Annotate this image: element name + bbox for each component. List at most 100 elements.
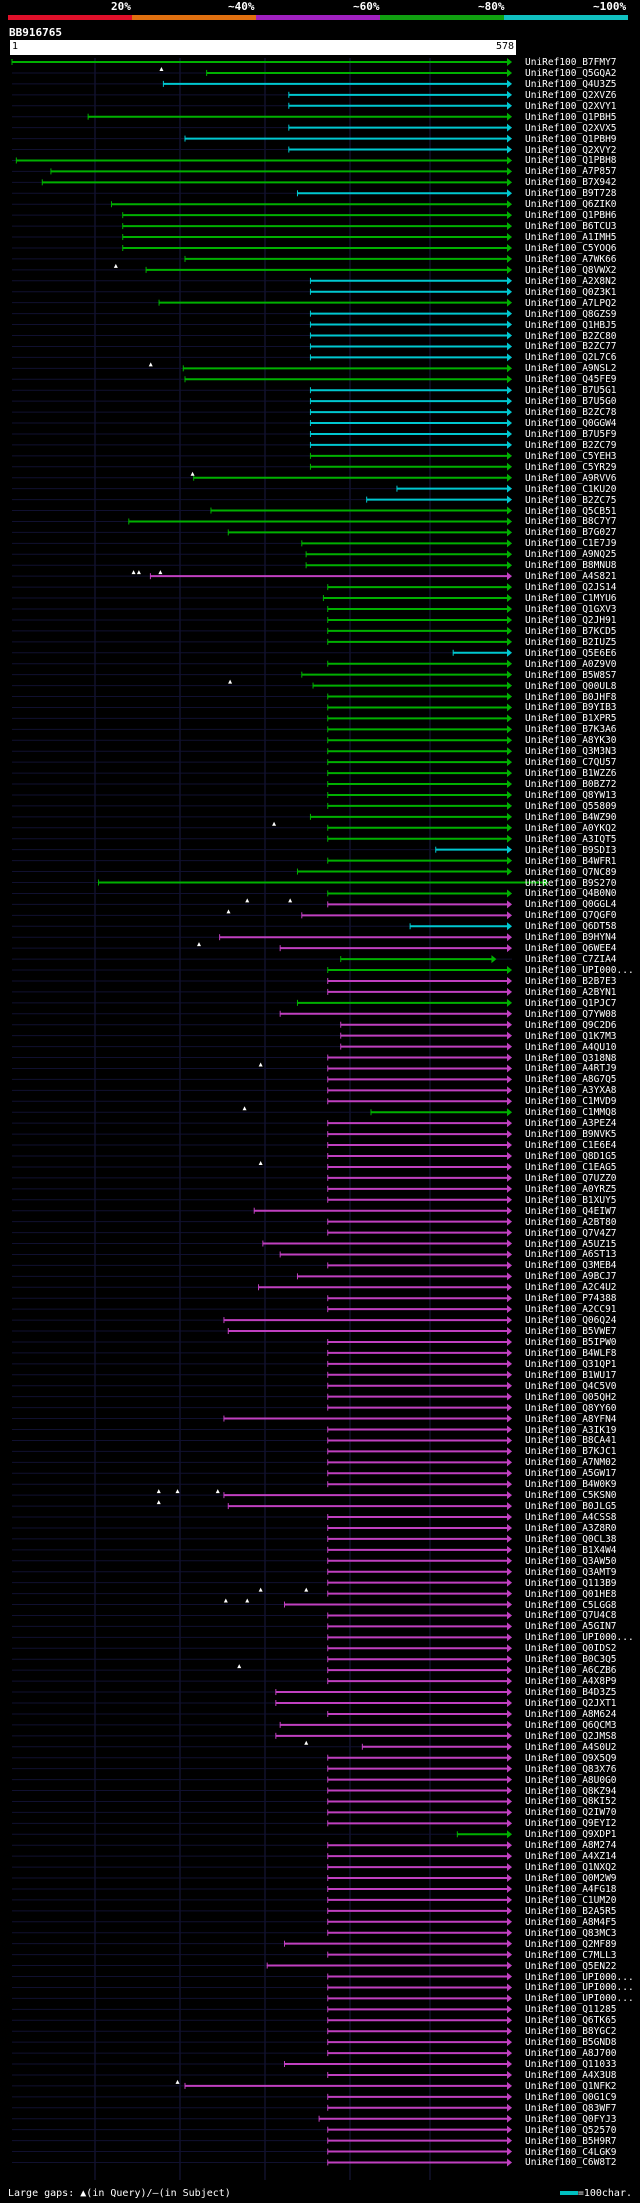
hit-label[interactable]: UniRef100_A5UZ15 xyxy=(525,1238,617,1250)
hit-label[interactable]: UniRef100_Q9C2D6 xyxy=(525,1019,617,1031)
hit-label[interactable]: UniRef100_C5YEH3 xyxy=(525,450,617,462)
hit-label[interactable]: UniRef100_A8G7Q5 xyxy=(525,1074,617,1086)
hit-label[interactable]: UniRef100_B7X942 xyxy=(525,177,617,189)
hit-label[interactable]: UniRef100_Q55809 xyxy=(525,800,617,812)
hit-label[interactable]: UniRef100_C7QU57 xyxy=(525,757,617,769)
hit-label[interactable]: UniRef100_B7U5G0 xyxy=(525,396,617,408)
hit-label[interactable]: UniRef100_C1MYU6 xyxy=(525,593,617,605)
hit-label[interactable]: UniRef100_A1IMH5 xyxy=(525,232,617,244)
hit-label[interactable]: UniRef100_Q8YW13 xyxy=(525,789,617,801)
hit-label[interactable]: UniRef100_Q45FE9 xyxy=(525,374,617,386)
hit-label[interactable]: UniRef100_B2B7E3 xyxy=(525,975,617,987)
hit-label[interactable]: UniRef100_Q2XVY1 xyxy=(525,100,617,112)
hit-label[interactable]: UniRef100_Q1PBH8 xyxy=(525,155,617,167)
hit-label[interactable]: UniRef100_B2ZC75 xyxy=(525,494,617,506)
hit-label[interactable]: UniRef100_A4RTJ9 xyxy=(525,1063,617,1075)
hit-label[interactable]: UniRef100_C4LGK9 xyxy=(525,2146,617,2158)
hit-label[interactable]: UniRef100_A9NQ25 xyxy=(525,549,617,561)
hit-label[interactable]: UniRef100_B7G027 xyxy=(525,527,617,539)
hit-label[interactable]: UniRef100_Q6WEE4 xyxy=(525,943,617,955)
hit-label[interactable]: UniRef100_Q6TK65 xyxy=(525,2015,617,2027)
hit-label[interactable]: UniRef100_A9RVV6 xyxy=(525,472,617,484)
hit-label[interactable]: UniRef100_B8YGC2 xyxy=(525,2026,617,2038)
hit-label[interactable]: UniRef100_B2ZC80 xyxy=(525,330,617,342)
hit-label[interactable]: UniRef100_B2IUZ5 xyxy=(525,636,617,648)
hit-label[interactable]: UniRef100_Q1HBJ5 xyxy=(525,319,617,331)
hit-label[interactable]: UniRef100_A3Z8R0 xyxy=(525,1522,617,1534)
hit-label[interactable]: UniRef100_Q1PBH5 xyxy=(525,111,617,123)
hit-label[interactable]: UniRef100_Q2XVZ6 xyxy=(525,89,617,101)
hit-label[interactable]: UniRef100_A7P857 xyxy=(525,166,617,178)
hit-label[interactable]: UniRef100_Q7NC89 xyxy=(525,866,617,878)
hit-label[interactable]: UniRef100_B9S270 xyxy=(525,877,617,889)
hit-label[interactable]: UniRef100_B8CA41 xyxy=(525,1435,617,1447)
hit-label[interactable]: UniRef100_B7K3A6 xyxy=(525,724,617,736)
hit-label[interactable]: UniRef100_Q5GQA2 xyxy=(525,67,617,79)
hit-label[interactable]: UniRef100_A6CZB6 xyxy=(525,1665,617,1677)
hit-label[interactable]: UniRef100_B5H9R7 xyxy=(525,2135,617,2147)
hit-label[interactable]: UniRef100_Q9X5Q9 xyxy=(525,1752,617,1764)
hit-label[interactable]: UniRef100_Q7U4C8 xyxy=(525,1610,617,1622)
hit-label[interactable]: UniRef100_A2X8N2 xyxy=(525,275,617,287)
hit-label[interactable]: UniRef100_Q2JH91 xyxy=(525,614,617,626)
hit-label[interactable]: UniRef100_Q3MEB4 xyxy=(525,1260,617,1272)
hit-label[interactable]: UniRef100_Q6DT58 xyxy=(525,921,617,933)
hit-label[interactable]: UniRef100_A8YK30 xyxy=(525,735,617,747)
hit-label[interactable]: UniRef100_A4FG18 xyxy=(525,1883,617,1895)
hit-label[interactable]: UniRef100_Q31QP1 xyxy=(525,1358,617,1370)
hit-label[interactable]: UniRef100_B8C7Y7 xyxy=(525,516,617,528)
hit-label[interactable]: UniRef100_B4W0K9 xyxy=(525,1479,617,1491)
hit-label[interactable]: UniRef100_Q8VWX2 xyxy=(525,264,617,276)
hit-label[interactable]: UniRef100_Q7QGF0 xyxy=(525,910,617,922)
hit-label[interactable]: UniRef100_B4WZ90 xyxy=(525,811,617,823)
hit-label[interactable]: UniRef100_B2ZC78 xyxy=(525,407,617,419)
hit-label[interactable]: UniRef100_A8U0G0 xyxy=(525,1774,617,1786)
hit-label[interactable]: UniRef100_B0BZ72 xyxy=(525,779,617,791)
hit-label[interactable]: UniRef100_B9YIB3 xyxy=(525,702,617,714)
hit-label[interactable]: UniRef100_Q52570 xyxy=(525,2124,617,2136)
hit-label[interactable]: UniRef100_A8YFN4 xyxy=(525,1413,617,1425)
hit-label[interactable]: UniRef100_Q8KZ94 xyxy=(525,1785,617,1797)
hit-label[interactable]: UniRef100_A4S821 xyxy=(525,571,617,583)
hit-label[interactable]: UniRef100_Q2JMS8 xyxy=(525,1730,617,1742)
hit-label[interactable]: UniRef100_B5GND8 xyxy=(525,2037,617,2049)
hit-label[interactable]: UniRef100_C5YOQ6 xyxy=(525,242,617,254)
hit-label[interactable]: UniRef100_B1XPR5 xyxy=(525,713,617,725)
hit-label[interactable]: UniRef100_A0YRZ5 xyxy=(525,1183,617,1195)
hit-label[interactable]: UniRef100_A4CSS8 xyxy=(525,1512,617,1524)
hit-label[interactable]: UniRef100_A9NSL2 xyxy=(525,363,617,375)
hit-label[interactable]: UniRef100_C5KSN0 xyxy=(525,1490,617,1502)
hit-label[interactable]: UniRef100_C1UM20 xyxy=(525,1894,617,1906)
hit-label[interactable]: UniRef100_A7WK66 xyxy=(525,253,617,265)
hit-label[interactable]: UniRef100_Q4C5V0 xyxy=(525,1380,617,1392)
hit-label[interactable]: UniRef100_A2CC91 xyxy=(525,1304,617,1316)
hit-label[interactable]: UniRef100_A7LPQ2 xyxy=(525,297,617,309)
hit-label[interactable]: UniRef100_Q1PBH6 xyxy=(525,210,617,222)
hit-label[interactable]: UniRef100_C7ZIA4 xyxy=(525,954,617,966)
hit-label[interactable]: UniRef100_A4XZ14 xyxy=(525,1851,617,1863)
hit-label[interactable]: UniRef100_B1X4W4 xyxy=(525,1544,617,1556)
hit-label[interactable]: UniRef100_A2C4U2 xyxy=(525,1282,617,1294)
hit-label[interactable]: UniRef100_B4WFR1 xyxy=(525,855,617,867)
hit-label[interactable]: UniRef100_Q3AMT9 xyxy=(525,1566,617,1578)
hit-label[interactable]: UniRef100_Q2L7C6 xyxy=(525,352,617,364)
hit-label[interactable]: UniRef100_Q3M3N3 xyxy=(525,746,617,758)
hit-label[interactable]: UniRef100_A0YKQ2 xyxy=(525,822,617,834)
hit-label[interactable]: UniRef100_Q2JXT1 xyxy=(525,1698,617,1709)
hit-label[interactable]: UniRef100_Q8GZS9 xyxy=(525,308,617,320)
hit-label[interactable]: UniRef100_C1E7J9 xyxy=(525,538,617,550)
hit-label[interactable]: UniRef100_B7U5F9 xyxy=(525,428,617,440)
hit-label[interactable]: UniRef100_B1WZZ6 xyxy=(525,768,617,780)
hit-label[interactable]: UniRef100_Q2JS14 xyxy=(525,582,617,594)
hit-label[interactable]: UniRef100_Q1K7M3 xyxy=(525,1030,617,1042)
hit-label[interactable]: UniRef100_B6TCU3 xyxy=(525,221,617,233)
hit-label[interactable]: UniRef100_Q11285 xyxy=(525,2004,617,2016)
hit-label[interactable]: UniRef100_C6W8T2 xyxy=(525,2157,617,2169)
hit-label[interactable]: UniRef100_A4X8P9 xyxy=(525,1676,617,1688)
hit-label[interactable]: UniRef100_UPI000... xyxy=(525,965,634,977)
hit-label[interactable]: UniRef100_B8MNU8 xyxy=(525,560,617,572)
hit-label[interactable]: UniRef100_A8M624 xyxy=(525,1708,617,1720)
hit-label[interactable]: UniRef100_A9BCJ7 xyxy=(525,1271,617,1283)
hit-label[interactable]: UniRef100_UPI000... xyxy=(525,1993,634,2005)
hit-label[interactable]: UniRef100_B9SDI3 xyxy=(525,844,617,856)
